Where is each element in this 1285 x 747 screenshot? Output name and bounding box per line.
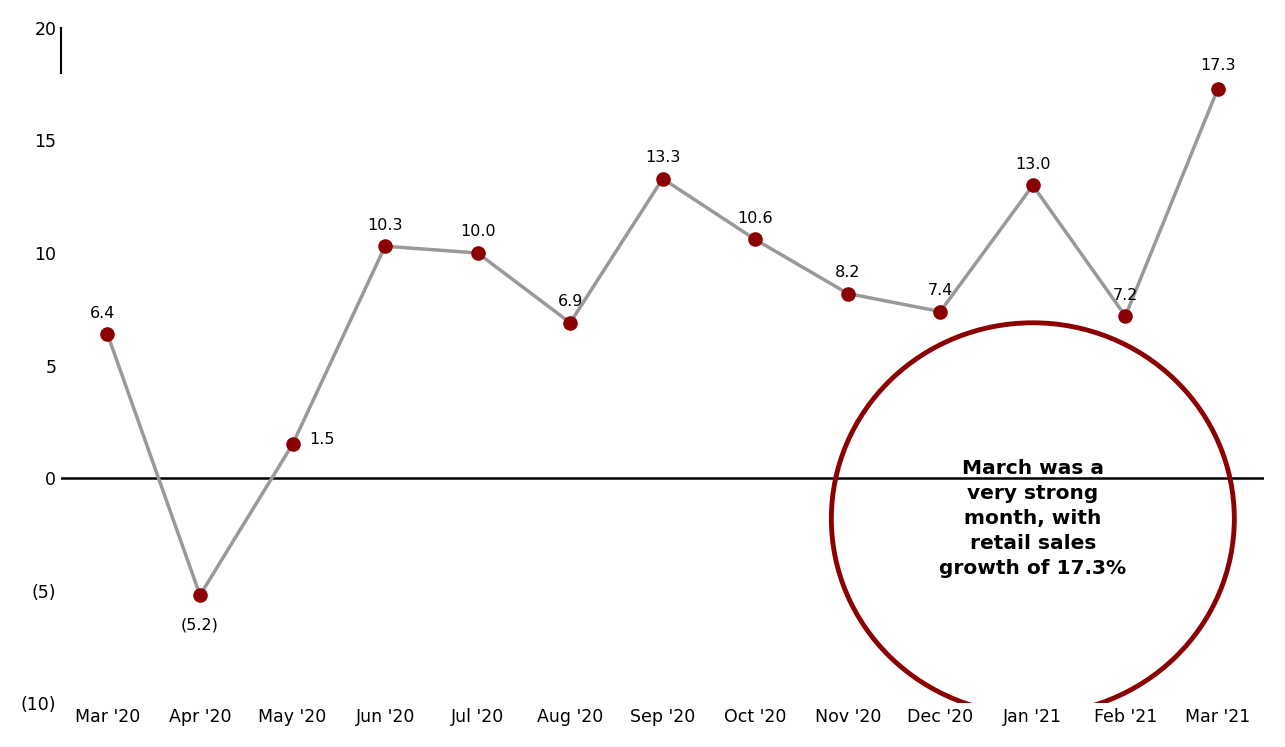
Text: 10.0: 10.0 [460, 225, 496, 240]
Text: (5.2): (5.2) [181, 618, 218, 633]
Point [1023, 179, 1043, 191]
Text: 10.6: 10.6 [738, 211, 774, 226]
Text: 13.3: 13.3 [645, 150, 680, 165]
Text: 6.9: 6.9 [558, 294, 583, 309]
Text: 7.2: 7.2 [1113, 288, 1139, 303]
Point [1208, 83, 1228, 95]
Point [745, 234, 766, 246]
Point [1115, 310, 1136, 322]
Text: 13.0: 13.0 [1015, 157, 1051, 172]
Text: 8.2: 8.2 [835, 265, 861, 280]
Point [375, 241, 396, 252]
Point [560, 317, 581, 329]
Text: 6.4: 6.4 [90, 306, 116, 320]
Text: 17.3: 17.3 [1200, 58, 1236, 73]
Text: March was a
very strong
month, with
retail sales
growth of 17.3%: March was a very strong month, with reta… [939, 459, 1127, 578]
Point [653, 173, 673, 185]
Text: 1.5: 1.5 [310, 432, 335, 447]
Point [930, 306, 951, 317]
Point [98, 328, 118, 340]
Point [838, 288, 858, 300]
Point [190, 589, 211, 601]
Point [468, 247, 488, 259]
Text: 10.3: 10.3 [368, 217, 402, 233]
Point [283, 438, 303, 450]
Text: 7.4: 7.4 [928, 283, 953, 298]
